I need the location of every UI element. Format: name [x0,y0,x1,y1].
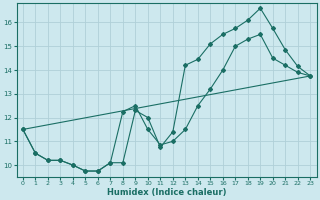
X-axis label: Humidex (Indice chaleur): Humidex (Indice chaleur) [107,188,226,197]
